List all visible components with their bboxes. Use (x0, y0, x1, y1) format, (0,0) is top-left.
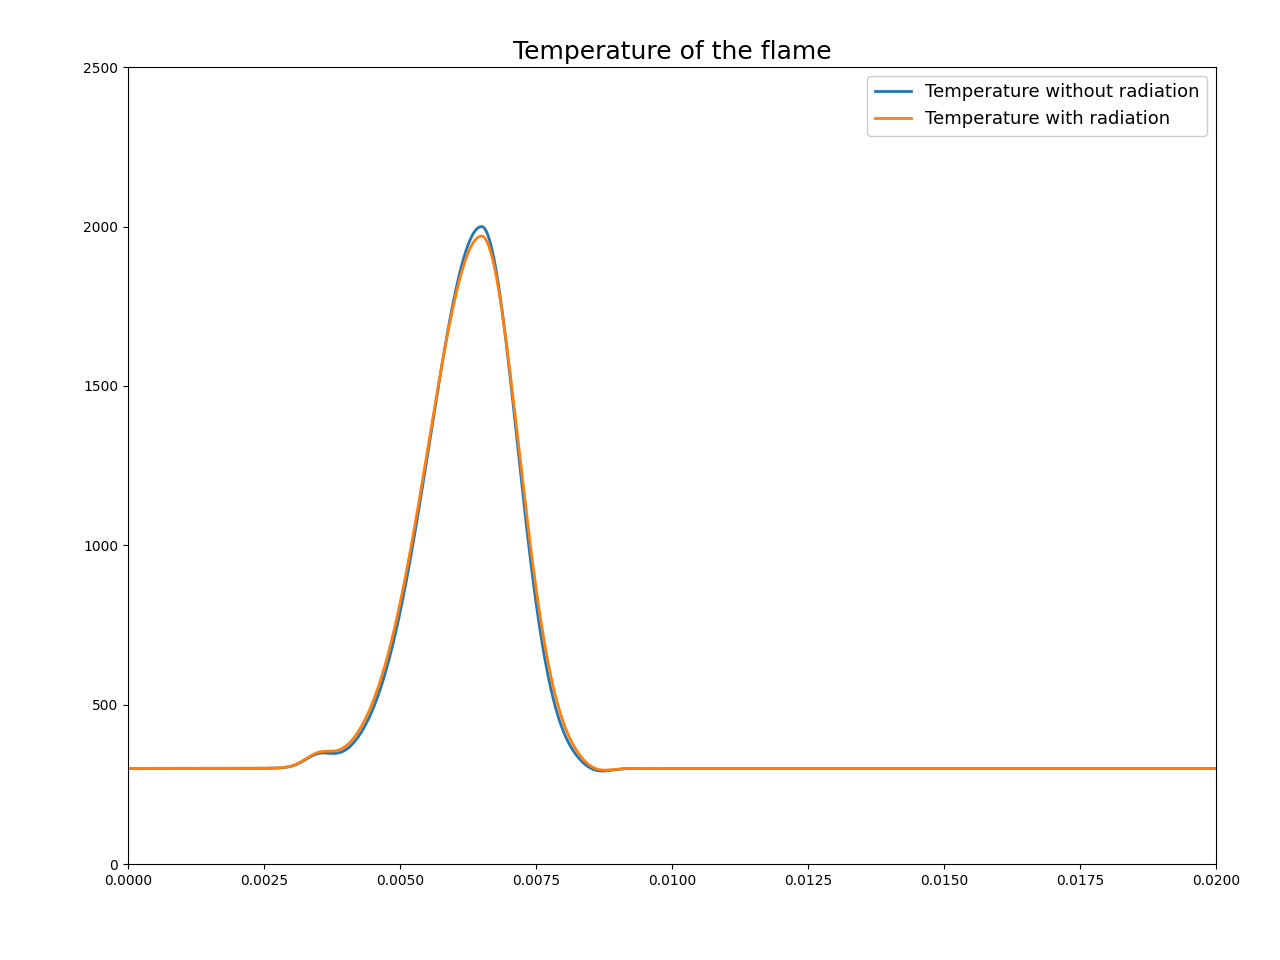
Temperature with radiation (596, 764, 612, 776)
Temperature without radiation (595, 765, 611, 777)
Line: Temperature with radiation: Temperature with radiation (128, 236, 1216, 770)
Line: Temperature without radiation: Temperature without radiation (128, 227, 1216, 771)
Temperature without radiation (1188, 762, 1203, 774)
Temperature with radiation (1208, 762, 1224, 774)
Temperature without radiation (538, 658, 553, 669)
Temperature without radiation (244, 762, 260, 774)
Temperature with radiation (1188, 762, 1203, 774)
Temperature without radiation (120, 762, 136, 774)
Temperature with radiation (308, 747, 324, 758)
Temperature without radiation (1070, 762, 1085, 774)
Temperature without radiation (585, 763, 600, 775)
Temperature with radiation (120, 762, 136, 774)
Temperature with radiation (538, 643, 553, 655)
Temperature without radiation (1208, 762, 1224, 774)
Temperature with radiation (244, 762, 260, 774)
Title: Temperature of the flame: Temperature of the flame (513, 40, 831, 64)
Legend: Temperature without radiation, Temperature with radiation: Temperature without radiation, Temperatu… (868, 76, 1207, 135)
Temperature without radiation (308, 748, 324, 759)
Temperature with radiation (474, 230, 489, 242)
Temperature with radiation (585, 761, 600, 773)
Temperature without radiation (474, 221, 489, 232)
Temperature with radiation (1070, 762, 1085, 774)
